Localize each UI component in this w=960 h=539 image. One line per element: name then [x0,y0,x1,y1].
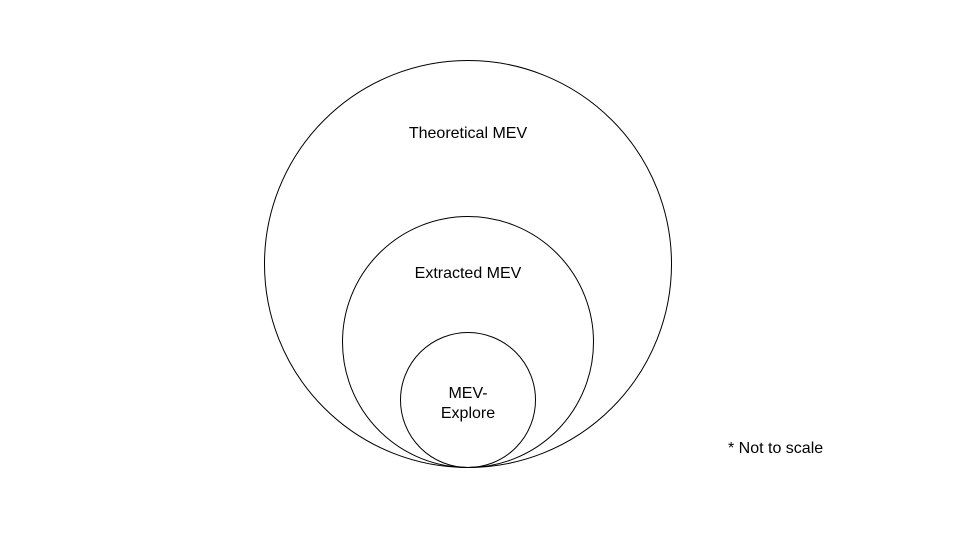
label-theoretical-mev: Theoretical MEV [368,124,568,144]
label-extracted-mev: Extracted MEV [368,264,568,284]
diagram-canvas: Theoretical MEV Extracted MEV MEV- Explo… [0,0,960,539]
label-mev-explore: MEV- Explore [408,384,528,424]
footnote-not-to-scale: * Not to scale [728,440,823,458]
